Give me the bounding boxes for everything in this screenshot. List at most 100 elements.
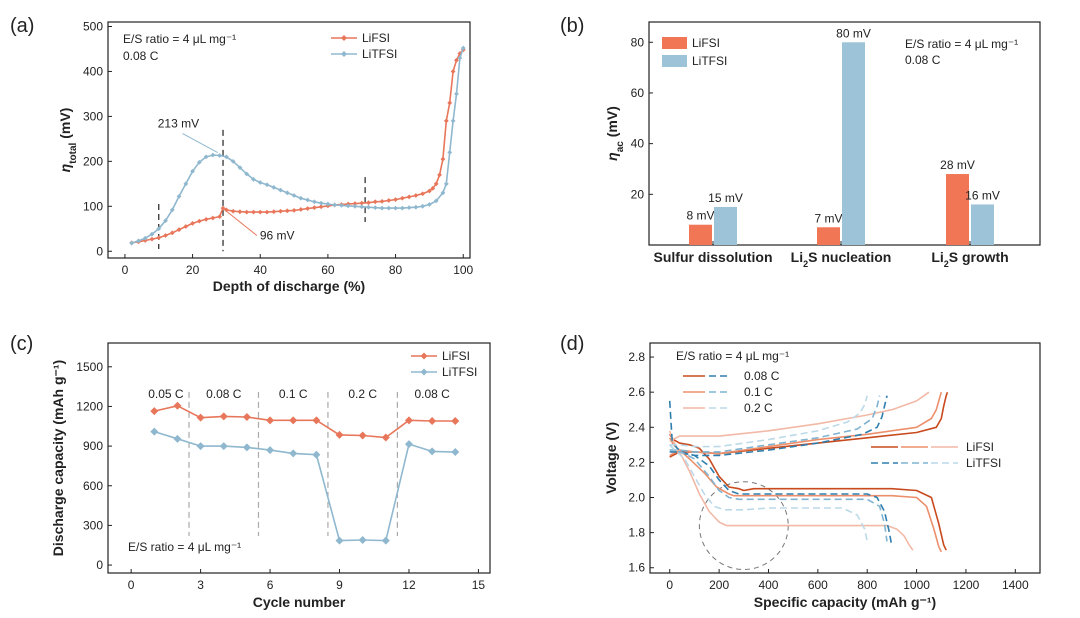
rate-label: 0.05 C	[148, 387, 184, 401]
x-axis-label: Depth of discharge (%)	[213, 278, 365, 294]
x-axis-label: Cycle number	[253, 594, 346, 610]
bar-value-label: 15 mV	[708, 191, 743, 205]
x-axis-label: Specific capacity (mAh g⁻¹)	[754, 594, 936, 610]
data-point	[443, 181, 449, 187]
category-sub: 2	[944, 259, 949, 269]
note-es-ratio: E/S ratio = 4 μL mg⁻¹	[905, 37, 1018, 51]
ylabel-unit: (mV)	[604, 106, 620, 141]
data-point	[163, 218, 168, 224]
data-point	[298, 207, 304, 212]
data-point	[190, 168, 195, 174]
legend-swatch	[662, 55, 687, 67]
legend-electrolyte-label: LiTFSI	[966, 456, 1001, 470]
data-point	[318, 204, 324, 210]
data-point	[413, 193, 419, 198]
x-tick-label: 1400	[1002, 578, 1029, 592]
data-point	[289, 449, 298, 458]
ylabel-unit: (mV)	[57, 108, 73, 143]
y-tick-label: 600	[83, 479, 103, 493]
y-tick-label: 2.4	[628, 420, 645, 434]
category-sub: 2	[803, 259, 808, 269]
data-point	[257, 209, 263, 215]
legend-swatch	[662, 37, 687, 49]
y-tick-label: 2.8	[628, 350, 645, 364]
data-point	[237, 165, 243, 171]
y-tick-label: 300	[83, 109, 103, 123]
data-point	[420, 203, 426, 209]
data-point	[149, 231, 155, 237]
data-point	[352, 203, 358, 209]
data-point	[210, 152, 216, 158]
data-point	[393, 205, 398, 211]
ylabel-main: η	[604, 152, 620, 161]
curve-LiTFSI-0.1-C-charge	[669, 395, 881, 453]
category-pre: Sulfur dissolution	[654, 249, 773, 265]
data-point	[318, 200, 324, 206]
rate-label: 0.08 C	[414, 387, 450, 401]
x-tick-label: 800	[857, 578, 877, 592]
data-point	[428, 447, 437, 456]
data-point	[169, 230, 175, 236]
data-point	[203, 216, 209, 222]
data-point	[451, 416, 460, 425]
data-point	[379, 205, 385, 211]
data-point	[196, 159, 202, 165]
x-tick-label: 1000	[903, 578, 930, 592]
y-tick-label: 40	[631, 137, 645, 151]
data-point	[404, 416, 413, 425]
data-point	[163, 233, 168, 238]
y-tick-label: 500	[83, 19, 103, 33]
data-point	[358, 535, 367, 544]
bar-LiFSI	[817, 227, 840, 245]
x-tick-label: 80	[389, 263, 403, 277]
annotation-96: 96 mV	[260, 229, 295, 243]
curve-LiTFSI-0.2-C-discharge	[669, 444, 868, 542]
data-point	[264, 182, 270, 188]
annotation-leader	[224, 209, 258, 236]
data-point	[433, 198, 439, 204]
curve-LiTFSI-0.08-C-charge	[669, 395, 888, 457]
data-point	[284, 208, 290, 214]
curve-LiFSI-0.08-C-discharge	[669, 433, 947, 551]
data-point	[406, 205, 412, 211]
note-es-ratio: E/S ratio = 4 μL mg⁻¹	[676, 349, 789, 363]
data-point	[440, 190, 446, 196]
x-tick-label: 0	[666, 578, 673, 592]
panel-label-b: (b)	[560, 15, 584, 37]
x-tick-label: 6	[267, 578, 274, 592]
y-tick-label: 100	[83, 199, 103, 213]
plot-frame-d	[649, 342, 1041, 574]
y-tick-label: 1.8	[628, 526, 645, 540]
category-pre: Li	[791, 249, 803, 265]
x-tick-label: 12	[402, 578, 416, 592]
data-point	[311, 205, 317, 211]
curve-LiTFSI-0.1-C-discharge	[669, 444, 888, 542]
note-es-ratio: E/S ratio = 4 μL mg⁻¹	[128, 540, 241, 554]
category-label: Li2S nucleation	[791, 249, 892, 269]
y-tick-label: 900	[83, 439, 103, 453]
data-point	[291, 193, 297, 198]
y-tick-label: 300	[83, 518, 103, 532]
ylabel-sub: ac	[615, 141, 626, 153]
data-point	[242, 413, 251, 422]
panel-label-c: (c)	[10, 333, 33, 355]
data-point	[176, 227, 182, 233]
data-point	[196, 218, 202, 224]
data-point	[173, 434, 182, 443]
data-point	[454, 91, 459, 97]
data-point	[266, 416, 275, 425]
data-point	[217, 153, 223, 158]
bar-value-label: 7 mV	[814, 211, 842, 225]
data-point	[332, 202, 338, 208]
x-tick-label: 20	[186, 263, 200, 277]
data-point	[372, 205, 378, 211]
data-point	[237, 209, 243, 215]
data-point	[420, 191, 426, 197]
data-point	[381, 433, 390, 442]
data-point	[230, 158, 236, 164]
data-point	[278, 208, 283, 214]
data-point	[183, 181, 189, 187]
data-point	[251, 176, 256, 182]
data-point	[219, 412, 228, 421]
